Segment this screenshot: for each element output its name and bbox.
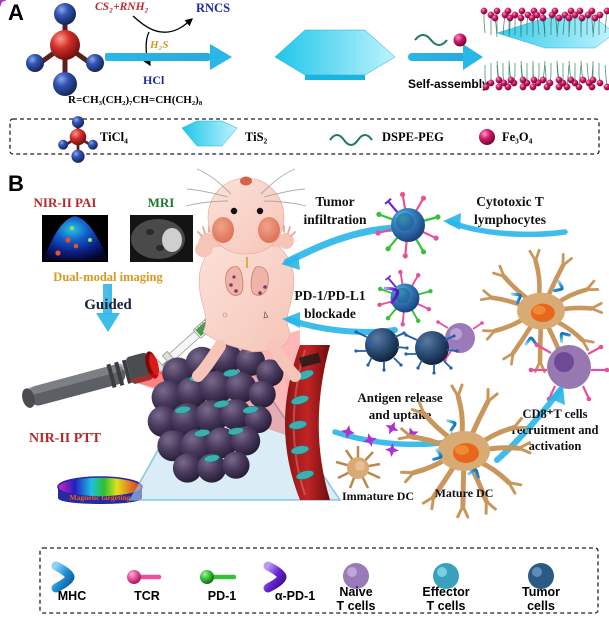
svg-text:Cytotoxic T: Cytotoxic T xyxy=(476,194,544,209)
svg-text:Guided: Guided xyxy=(84,297,132,313)
svg-text:Effector: Effector xyxy=(422,585,469,599)
svg-text:A: A xyxy=(8,0,24,25)
svg-text:activation: activation xyxy=(529,439,582,453)
svg-text:HCl: HCl xyxy=(143,73,165,87)
svg-text:lymphocytes: lymphocytes xyxy=(474,212,546,227)
svg-text:Antigen release: Antigen release xyxy=(357,390,443,405)
svg-text:PD-1: PD-1 xyxy=(208,589,237,603)
svg-text:cells: cells xyxy=(527,599,555,613)
svg-text:TCR: TCR xyxy=(134,589,160,603)
svg-text:MRI: MRI xyxy=(148,195,175,210)
svg-text:Mature DC: Mature DC xyxy=(435,486,494,500)
svg-text:Self-assembly: Self-assembly xyxy=(408,77,489,91)
svg-text:Dual-modal imaging: Dual-modal imaging xyxy=(53,270,163,284)
svg-text:Immature DC: Immature DC xyxy=(342,489,414,503)
svg-text:Magnetic targeting: Magnetic targeting xyxy=(69,493,130,502)
svg-text:Tumor: Tumor xyxy=(315,194,354,209)
svg-text:Tumor: Tumor xyxy=(522,585,560,599)
svg-text:recruitment and: recruitment and xyxy=(512,423,599,437)
svg-text:PD-1/PD-L1: PD-1/PD-L1 xyxy=(294,288,365,303)
svg-text:Naive: Naive xyxy=(339,585,372,599)
svg-text:α-PD-1: α-PD-1 xyxy=(275,589,315,603)
svg-text:B: B xyxy=(8,171,24,196)
svg-text:T cells: T cells xyxy=(427,599,466,613)
svg-text:infiltration: infiltration xyxy=(304,212,367,227)
svg-text:CS₂+RNH₂: CS₂+RNH₂ xyxy=(95,1,149,13)
svg-text:H₂S: H₂S xyxy=(149,39,169,51)
svg-text:NIR-II PAI: NIR-II PAI xyxy=(34,195,97,210)
svg-text:TiCl₄: TiCl₄ xyxy=(100,130,128,144)
svg-text:Fe₃O₄: Fe₃O₄ xyxy=(502,130,533,144)
svg-text:MHC: MHC xyxy=(58,589,86,603)
svg-text:TiS₂: TiS₂ xyxy=(245,130,268,144)
svg-text:NIR-II PTT: NIR-II PTT xyxy=(29,431,102,446)
svg-text:CD8⁺T cells: CD8⁺T cells xyxy=(522,407,587,421)
svg-text:RNCS: RNCS xyxy=(196,1,230,15)
svg-text:T cells: T cells xyxy=(337,599,376,613)
svg-text:DSPE-PEG: DSPE-PEG xyxy=(382,130,444,144)
svg-text:R=CH₃(CH₂)₇CH=CH(CH₂)₈: R=CH₃(CH₂)₇CH=CH(CH₂)₈ xyxy=(68,94,203,106)
svg-text:blockade: blockade xyxy=(304,306,356,321)
